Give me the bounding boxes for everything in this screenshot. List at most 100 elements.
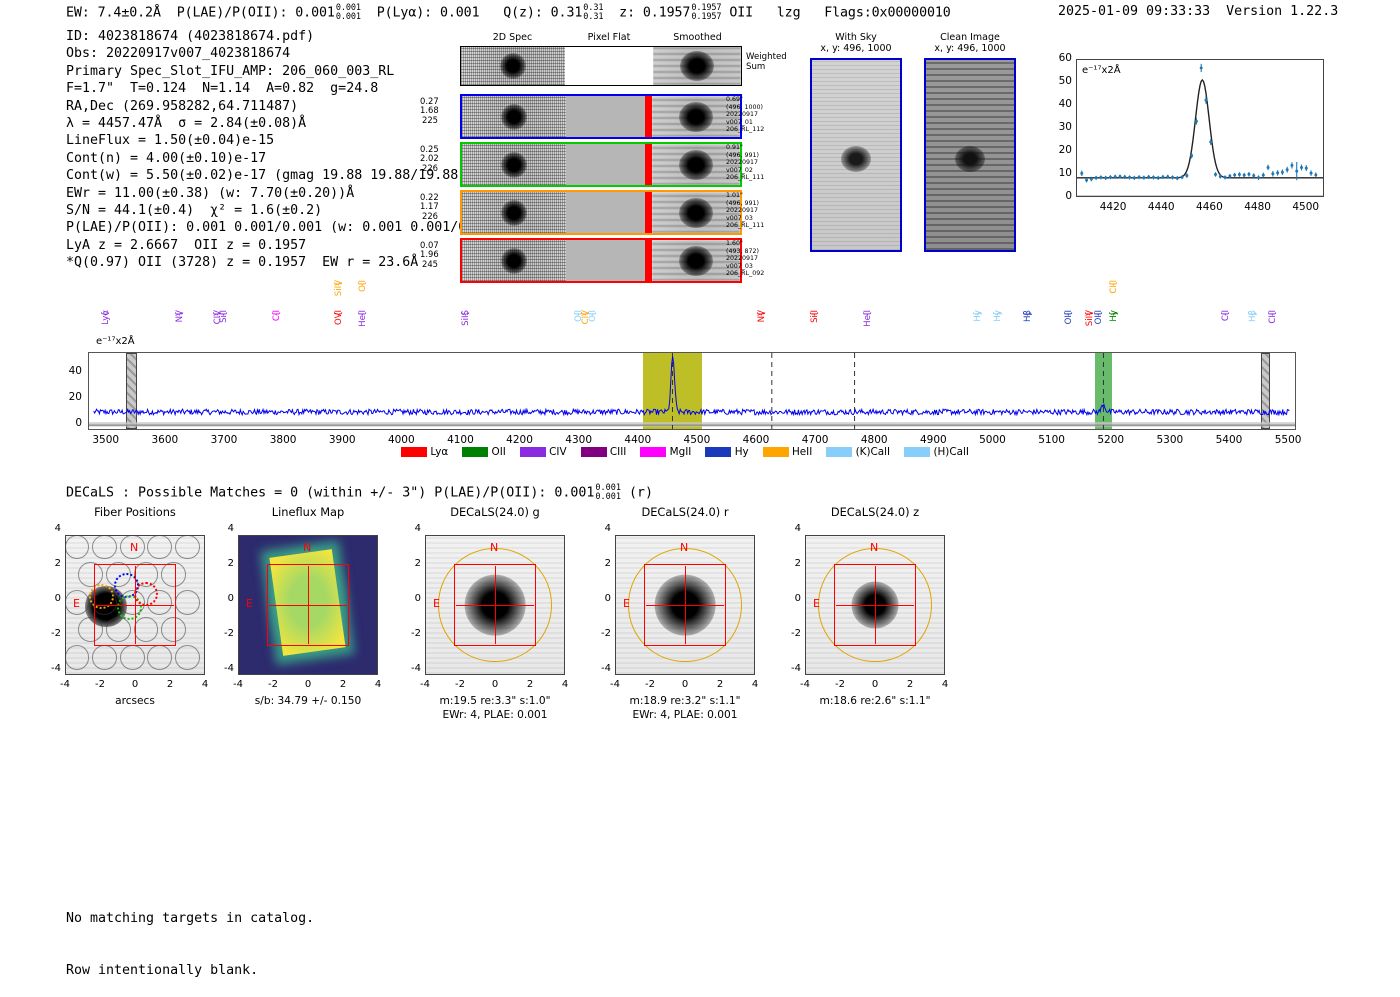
spectrum-xtick: 3600 [151,434,179,446]
legend-label: OII [491,446,506,458]
line-marker-brace: { [334,311,345,317]
decals-band: (r) [628,485,654,501]
thumb-ytick: 0 [54,593,61,604]
decals-plae-value: 0.001 [554,485,595,501]
thumb-ytick: 2 [54,558,61,569]
aperture-box [453,563,537,647]
spectrum-xtick: 5000 [979,434,1006,446]
thumb-ytick: -4 [601,663,611,674]
spectrum-xtick: 4600 [742,434,770,446]
line-marker-brace: { [461,311,472,317]
info-line-13: *Q(0.97) OII (3728) z = 0.1957 EW r = 23… [66,255,419,271]
line-marker-brace: { [1247,311,1258,317]
thumb-image[interactable] [615,535,755,675]
spectrum-ytick: 20 [68,390,82,403]
row-left-stats: 0.07 1.96 245 [420,240,439,269]
thumb-ytick: 4 [794,523,801,534]
thumb-image[interactable] [425,535,565,675]
thumb-image[interactable] [805,535,945,675]
line-marker-brace: { [1108,311,1119,317]
spectrum-xtick: 4800 [860,434,888,446]
thumb-xtick: -2 [455,679,465,690]
thumb-title: DECaLS(24.0) r [641,505,729,519]
fiber-circle [147,645,173,670]
row-smoothed [652,96,740,137]
row-pixelflat [565,240,653,281]
footer-line-2: Row intentionally blank. [66,963,259,979]
thumb-image[interactable] [238,535,378,675]
aperture-box [266,563,350,647]
thumb-ytick: -2 [601,628,611,639]
legend-swatch [705,447,732,457]
fiber-circle [161,562,187,588]
line-marker-brace: { [357,281,368,287]
thumb-xtick: -4 [60,679,70,690]
spectrum-xtick: 4100 [447,434,474,446]
legend-label: HeII [791,446,813,458]
fiber-circle [119,536,145,560]
compass-north: N [680,541,689,554]
info-line-10: S/N = 44.1(±0.4) χ² = 1.6(±0.2) [66,203,323,219]
row-exposure-meta: 0.69" (496, 1000) 20220917 v007_01 206_RL_11… [726,96,765,134]
footer-note: No matching targets in catalog. Row inte… [66,875,314,997]
weighted-sum-row [460,46,742,86]
thumb-image[interactable] [65,535,205,675]
crosshair-v [875,566,877,644]
row-exposure-meta: 1.01" (496, 991) 20220917 v007_03 206_RL_111 [726,192,765,230]
thumb-xtick: 0 [491,679,499,690]
info-line-6: LineFlux = 1.50(±0.04)e-15 [66,133,275,149]
spectrum-xtick: 4300 [565,434,593,446]
spectrum-masked-band [125,353,138,429]
info-line-7: Cont(n) = 4.00(±0.10)e-17 [66,150,267,166]
zoom-xtick: 4420 [1099,201,1127,213]
row-left-stats: 0.22 1.17 226 [420,192,439,221]
thumb-ytick: 4 [227,523,234,534]
fiber-circle [66,589,90,615]
fiber-circle [161,617,187,643]
thumb-xtick: 4 [201,679,209,690]
compass-east: E [246,597,253,610]
crosshair-h [96,605,174,607]
legend-entry: Lyα [401,446,448,458]
thumb-xtick: -4 [610,679,620,690]
thumb-ytick: 4 [414,523,421,534]
line-marker-brace: { [1093,311,1104,317]
thumb-title: Fiber Positions [94,505,176,519]
info-line-12: LyA z = 2.6667 OII z = 0.1957 [66,237,307,253]
weighted-2dspec [461,47,566,85]
zoom-xtick: 4480 [1244,201,1271,213]
header-plae-range: 0.001 0.001 [335,3,361,22]
thumb-ytick: 0 [414,593,421,604]
line-marker-brace: { [357,311,368,317]
line-marker-brace: { [1221,311,1231,317]
thumb-ytick: 2 [794,558,801,569]
cutout-clean-image [924,58,1016,252]
cutout-title-1: Clean Image x, y: 496, 1000 [934,32,1006,54]
fiber-circle [133,562,159,588]
thumb-xtick: 2 [166,679,174,690]
thumb-xtick: 2 [716,679,724,690]
spectrum-xtick: 5100 [1038,434,1065,446]
legend-label: MgII [669,446,692,458]
spectrum-xtick: 4900 [920,434,947,446]
header-z-range: 0.1957 0.1957 [691,3,722,22]
row-smoothed [652,192,740,233]
zoom-xtick: 4500 [1292,201,1320,213]
header-version: Version 1.22.3 [1226,4,1339,19]
legend-entry: HeII [762,446,813,458]
legend-entry: (H)CalI [904,446,969,458]
thumb-caption-1: m:18.6 re:2.6" s:1.1" [819,695,931,707]
info-line-5: λ = 4457.47Å σ = 2.84(±0.08)Å [66,116,307,132]
line-marker-brace: { [334,281,345,287]
compass-east: E [73,597,80,610]
line-marker-brace: { [810,311,821,317]
weighted-sum-label: Weighted Sum [746,52,787,72]
thumb-ytick: -2 [224,628,234,639]
thumb-xtick: 2 [906,679,914,690]
header-plae-value: 0.001 [295,5,335,21]
thumb-ytick: -2 [51,628,61,639]
crosshair-v [135,566,137,644]
thumb-xtick: -4 [420,679,430,690]
fiber-circle [175,536,200,560]
legend-label: CIV [549,446,567,458]
